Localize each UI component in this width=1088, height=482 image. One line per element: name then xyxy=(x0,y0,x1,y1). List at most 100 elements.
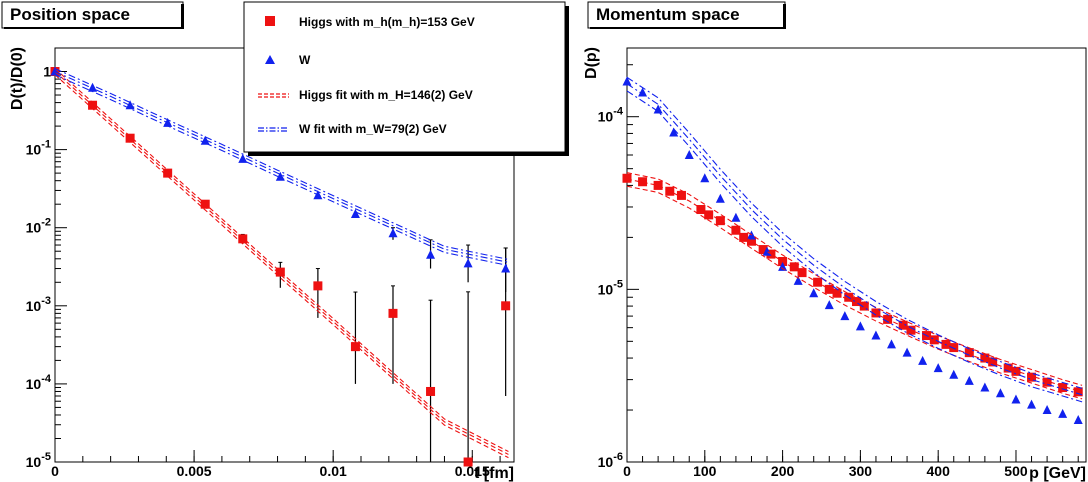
data-point-w-left xyxy=(238,153,248,163)
data-point-w-right xyxy=(840,311,850,321)
data-point-w-right xyxy=(809,288,819,298)
data-point-higgs-right xyxy=(731,225,741,235)
data-point-w-right xyxy=(684,150,694,160)
data-point-higgs-right xyxy=(715,216,725,226)
data-point-w-right xyxy=(700,173,710,183)
data-point-w-right xyxy=(1042,405,1052,415)
y-tick-label-left: 10-3 xyxy=(26,295,51,314)
data-point-higgs-right xyxy=(622,173,632,183)
data-point-w-right xyxy=(902,347,912,357)
data-point-w-right xyxy=(918,355,928,365)
x-tick-label-right: 400 xyxy=(927,463,951,479)
y-tick-label-left: 10-2 xyxy=(26,217,51,236)
y-tick-label-right: 10-4 xyxy=(598,106,624,125)
data-point-higgs-right xyxy=(852,297,861,307)
data-point-higgs-left xyxy=(463,457,473,467)
fit-line-left-2 xyxy=(54,74,509,459)
data-point-w-right xyxy=(824,300,834,310)
title-shadow-right xyxy=(783,4,786,29)
data-point-higgs-left xyxy=(238,234,248,244)
y-tick-label-left: 10-1 xyxy=(26,139,51,158)
x-tick-label-right: 300 xyxy=(849,463,873,479)
plot-area-right xyxy=(622,76,1083,425)
data-point-w-right xyxy=(1011,394,1021,404)
data-point-w-right xyxy=(980,382,990,392)
fit-line-left-2 xyxy=(54,71,509,455)
x-tick-label-left: 0 xyxy=(51,463,59,479)
fit-line-right-3 xyxy=(626,90,1083,403)
legend-label-w: W xyxy=(299,53,311,67)
title-shadow-right-bottom xyxy=(590,27,786,29)
data-point-w-left xyxy=(463,258,473,268)
data-point-higgs-right xyxy=(704,210,714,220)
data-point-w-right xyxy=(1073,415,1083,425)
x-tick-label-right: 500 xyxy=(1004,463,1028,479)
data-point-higgs-right xyxy=(1058,383,1068,393)
data-point-higgs-right xyxy=(859,301,869,311)
data-point-higgs-left xyxy=(501,301,511,311)
data-point-higgs-right xyxy=(898,320,908,330)
data-point-higgs-right xyxy=(653,180,663,190)
plot-frame-right xyxy=(626,47,1087,463)
x-tick-label-right: 0 xyxy=(623,463,631,479)
data-point-w-right xyxy=(638,87,648,97)
data-point-higgs-left xyxy=(426,386,436,396)
x-tick-label-right: 200 xyxy=(771,463,795,479)
legend-label-w-fit: W fit with m_W=79(2) GeV xyxy=(299,122,447,136)
data-point-higgs-right xyxy=(789,262,799,272)
data-point-w-right xyxy=(778,261,788,271)
data-point-w-right xyxy=(793,275,803,285)
data-point-higgs-right xyxy=(676,190,686,200)
data-point-w-right xyxy=(887,339,897,349)
data-point-w-left xyxy=(426,249,436,259)
data-point-w-right xyxy=(1058,408,1068,418)
title-shadow-left xyxy=(181,4,184,29)
data-point-higgs-right xyxy=(696,205,706,215)
data-point-w-right xyxy=(949,369,959,379)
data-point-higgs-right xyxy=(964,348,974,358)
y-tick-label-right: 10-6 xyxy=(598,451,623,470)
data-point-higgs-left xyxy=(125,133,135,143)
y-tick-label-left: 10-4 xyxy=(26,373,52,392)
data-point-w-right xyxy=(1027,399,1037,409)
data-point-higgs-right xyxy=(739,232,749,242)
data-point-w-left xyxy=(350,208,360,218)
momentum-space-panel: Momentum space D(p) p [GeV] 0 100 200 300 40… xyxy=(583,1,1087,482)
legend-label-higgs-fit: Higgs fit with m_H=146(2) GeV xyxy=(299,88,473,102)
data-point-higgs-left xyxy=(313,281,323,291)
data-point-higgs-right xyxy=(638,177,648,187)
fit-line-right-3 xyxy=(626,83,1083,396)
axis-ticks-right: 0 100 200 300 400 500 10-4 10-5 10-6 xyxy=(598,64,1079,479)
data-point-higgs-right xyxy=(1027,372,1037,382)
data-point-higgs-right xyxy=(980,353,990,363)
y-axis-label-left: D(t)/D(0) xyxy=(9,47,26,110)
fit-line-right-3 xyxy=(626,76,1083,389)
data-point-higgs-right xyxy=(871,308,881,318)
data-point-higgs-right xyxy=(758,245,768,255)
legend-label-higgs: Higgs with m_h(m_h)=153 GeV xyxy=(299,15,475,29)
x-tick-label-left: 0.005 xyxy=(177,463,212,479)
y-tick-label-right: 10-5 xyxy=(598,278,623,297)
data-point-higgs-left xyxy=(388,308,398,318)
fit-line-left-2 xyxy=(54,68,509,452)
title-shadow-left-bottom xyxy=(4,27,184,29)
legend-marker-higgs xyxy=(265,16,275,26)
data-point-w-left xyxy=(88,82,98,92)
data-point-higgs-left xyxy=(350,342,360,352)
data-point-w-right xyxy=(933,363,943,373)
fit-line-left-3 xyxy=(54,74,509,267)
x-tick-label-right: 100 xyxy=(693,463,717,479)
data-point-w-right xyxy=(653,104,663,114)
fit-line-right-2 xyxy=(626,178,1083,393)
fit-line-right-2 xyxy=(626,172,1083,386)
x-axis-label-right: p [GeV] xyxy=(1029,465,1086,482)
fit-line-right-2 xyxy=(626,185,1083,400)
data-point-w-right xyxy=(995,388,1005,398)
x-tick-label-left: 0.01 xyxy=(320,463,347,479)
fit-line-left-3 xyxy=(54,68,509,260)
data-point-higgs-left xyxy=(275,267,285,277)
data-point-w-right xyxy=(762,246,772,256)
data-point-w-right xyxy=(855,321,865,331)
data-point-w-left xyxy=(388,228,398,238)
legend-marker-w xyxy=(265,55,275,64)
